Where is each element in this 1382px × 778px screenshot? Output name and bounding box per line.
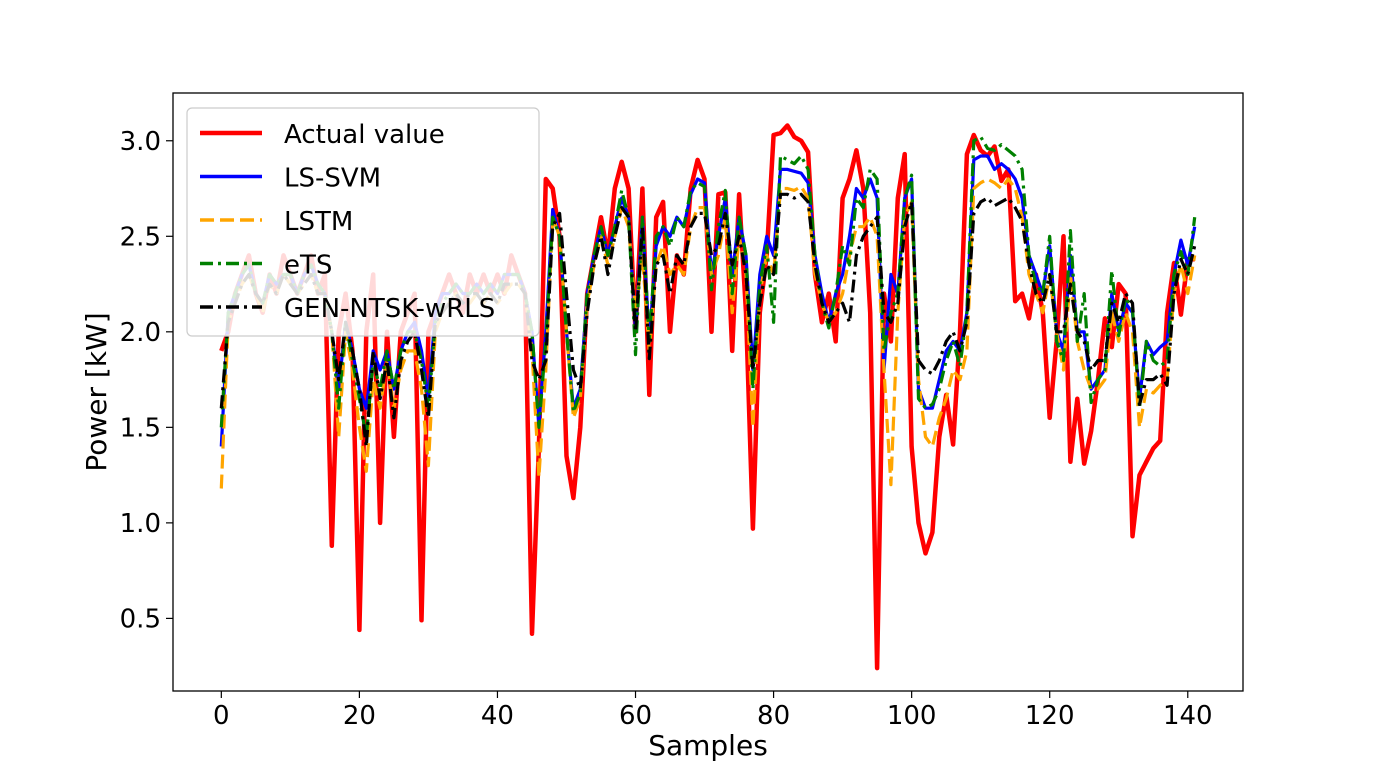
series-line-ets bbox=[219, 135, 1197, 439]
series-line-gen-ntsk-wrls bbox=[219, 192, 1197, 449]
legend-label: GEN-NTSK-wRLS bbox=[284, 294, 495, 324]
legend-label: LS-SVM bbox=[284, 164, 381, 194]
x-axis-label: Samples bbox=[648, 729, 768, 762]
y-axis-label: Power [kW] bbox=[80, 312, 113, 471]
legend-label: LSTM bbox=[284, 207, 353, 237]
x-tick-label: 100 bbox=[887, 701, 937, 731]
x-tick-label: 140 bbox=[1163, 701, 1213, 731]
y-tick-label: 0.5 bbox=[120, 604, 161, 634]
x-tick-label: 20 bbox=[343, 701, 376, 731]
x-tick-label: 80 bbox=[757, 701, 790, 731]
y-tick-label: 2.0 bbox=[120, 318, 161, 348]
y-tick-label: 3.0 bbox=[120, 127, 161, 157]
legend-box bbox=[186, 107, 540, 337]
legend: Actual value LS-SVM LSTM eTS GEN-NTSK-wRLS bbox=[186, 107, 540, 337]
y-axis: 0.5 1.0 1.5 2.0 2.5 3.0 bbox=[120, 127, 173, 634]
x-tick-label: 60 bbox=[619, 701, 652, 731]
y-tick-label: 1.0 bbox=[120, 509, 161, 539]
legend-label: Actual value bbox=[284, 120, 445, 150]
series-layer bbox=[219, 123, 1197, 671]
series-line-lstm bbox=[219, 177, 1197, 489]
legend-label: eTS bbox=[284, 251, 332, 281]
plot-frame bbox=[172, 92, 1244, 692]
y-tick-label: 1.5 bbox=[120, 413, 161, 443]
x-tick-label: 0 bbox=[213, 701, 230, 731]
x-tick-label: 40 bbox=[481, 701, 514, 731]
y-tick-label: 2.5 bbox=[120, 222, 161, 252]
x-tick-label: 120 bbox=[1025, 701, 1075, 731]
x-axis: 0 20 40 60 80 100 120 140 bbox=[213, 691, 1213, 731]
